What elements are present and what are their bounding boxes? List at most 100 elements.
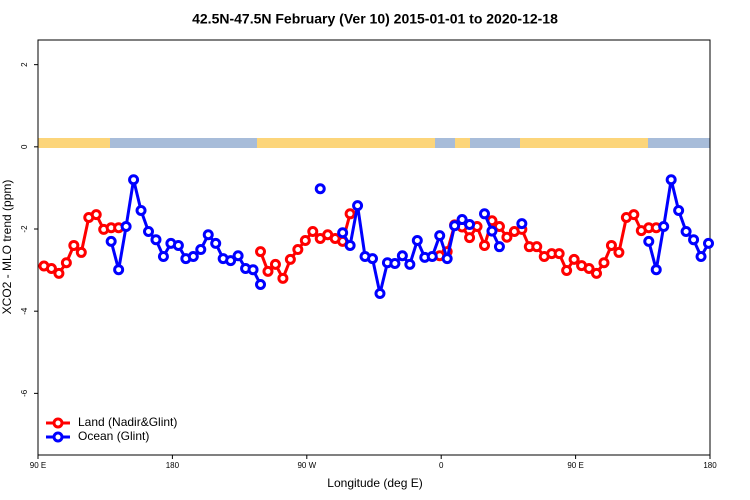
- land-strip: [520, 138, 648, 148]
- data-point: [247, 264, 259, 276]
- data-point: [255, 278, 267, 290]
- data-point: [598, 257, 610, 269]
- data-point: [479, 208, 491, 220]
- data-point: [426, 251, 438, 263]
- data-point: [225, 255, 237, 267]
- data-point: [367, 253, 379, 265]
- y-tick-label: -2: [20, 225, 29, 233]
- data-point: [172, 239, 184, 251]
- data-point: [68, 239, 80, 251]
- data-point: [157, 251, 169, 263]
- y-tick-label: 2: [20, 62, 29, 67]
- data-point: [479, 239, 491, 251]
- land-strip: [38, 138, 110, 148]
- data-point: [456, 214, 468, 226]
- data-point: [464, 232, 476, 244]
- data-point: [591, 267, 603, 279]
- data-point: [337, 227, 349, 239]
- data-point: [493, 241, 505, 253]
- data-point: [292, 244, 304, 256]
- data-point: [195, 244, 207, 256]
- data-point: [643, 235, 655, 247]
- data-point: [561, 265, 573, 277]
- data-point: [411, 235, 423, 247]
- data-point: [434, 230, 446, 242]
- legend: Land (Nadir&Glint)Ocean (Glint): [46, 415, 177, 443]
- data-point: [143, 225, 155, 237]
- data-point: [262, 265, 274, 277]
- data-point: [150, 234, 162, 246]
- y-axis-label: XCO2 - MLO trend (ppm): [0, 180, 14, 315]
- series-line: [109, 179, 262, 286]
- data-point: [255, 246, 267, 258]
- x-tick-label: 180: [166, 461, 180, 470]
- x-tick-label: 180: [703, 461, 717, 470]
- data-point: [314, 183, 326, 195]
- land-strip: [257, 138, 435, 148]
- data-point: [284, 253, 296, 265]
- data-point: [605, 239, 617, 251]
- data-point: [389, 258, 401, 270]
- x-axis-label: Longitude (deg E): [327, 476, 422, 490]
- data-point: [449, 220, 461, 232]
- data-point: [688, 234, 700, 246]
- data-point: [352, 200, 364, 212]
- data-point: [658, 221, 670, 233]
- data-point: [344, 239, 356, 251]
- data-point: [120, 221, 132, 233]
- data-point: [187, 251, 199, 263]
- data-point: [202, 229, 214, 241]
- data-point: [128, 174, 140, 186]
- y-tick-label: 0: [20, 144, 29, 149]
- series-line: [341, 205, 471, 294]
- data-point: [113, 264, 125, 276]
- data-point: [493, 221, 505, 233]
- x-tick-label: 0: [439, 461, 444, 470]
- data-point: [680, 225, 692, 237]
- data-point: [613, 246, 625, 258]
- data-point: [404, 258, 416, 270]
- data-point: [299, 235, 311, 247]
- y-tick-label: -6: [20, 389, 29, 397]
- y-tick-label: -4: [20, 307, 29, 315]
- data-point: [665, 174, 677, 186]
- data-point: [75, 246, 87, 258]
- x-tick-label: 90 E: [567, 461, 583, 470]
- chart-title: 42.5N-47.5N February (Ver 10) 2015-01-01…: [192, 11, 558, 27]
- data-point: [516, 218, 528, 230]
- data-point: [486, 225, 498, 237]
- x-tick-label: 90 E: [30, 461, 46, 470]
- data-point: [45, 262, 57, 274]
- data-point: [531, 241, 543, 253]
- legend-label: Land (Nadir&Glint): [78, 415, 177, 429]
- data-point: [703, 237, 715, 249]
- data-point: [277, 272, 289, 284]
- data-point: [673, 205, 685, 217]
- data-point: [269, 258, 281, 270]
- data-point: [501, 231, 513, 243]
- data-point: [374, 288, 386, 300]
- legend-label: Ocean (Glint): [78, 429, 149, 443]
- land-mask-strip: [38, 138, 710, 148]
- data-point: [90, 209, 102, 221]
- land-strip: [455, 138, 470, 148]
- data-point: [135, 205, 147, 217]
- data-point: [583, 262, 595, 274]
- data-point: [344, 208, 356, 220]
- data-point: [628, 209, 640, 221]
- x-tick-label: 90 W: [297, 461, 316, 470]
- data-point: [396, 250, 408, 262]
- data-point: [695, 251, 707, 263]
- data-point: [464, 218, 476, 230]
- data-point: [210, 237, 222, 249]
- data-point: [441, 253, 453, 265]
- legend-marker: [52, 417, 64, 429]
- data-point: [568, 253, 580, 265]
- data-point: [53, 267, 65, 279]
- data-point: [60, 257, 72, 269]
- data-point: [650, 264, 662, 276]
- legend-marker: [52, 431, 64, 443]
- data-point: [232, 250, 244, 262]
- data-point: [553, 248, 565, 260]
